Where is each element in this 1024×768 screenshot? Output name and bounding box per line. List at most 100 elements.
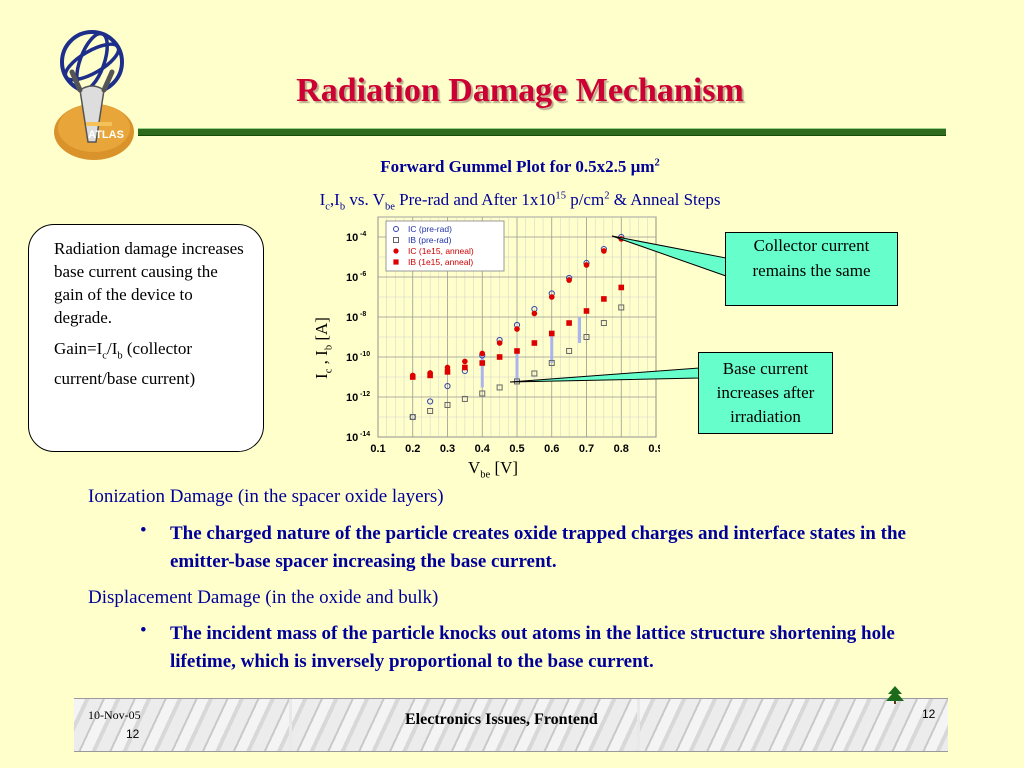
y-tick-label: 10 xyxy=(346,312,358,324)
data-point-ib-anneal xyxy=(479,360,486,366)
data-point-ib-prerad xyxy=(531,370,538,377)
bullet-dot: • xyxy=(140,620,147,641)
base-callout: Base current increases after irradiation xyxy=(698,352,833,434)
data-point-ib-prerad xyxy=(479,390,486,397)
grid xyxy=(377,216,657,438)
y-tick-exponent: -8 xyxy=(360,311,366,318)
subtitle-2-part: ,I xyxy=(329,190,340,209)
data-point-ib-prerad xyxy=(496,384,503,391)
info-box: Radiation damage increases base current … xyxy=(28,224,264,452)
x-tick-label: 0.8 xyxy=(614,443,629,455)
gain-part: /I xyxy=(106,339,118,358)
x-axis-label: Vbe [V] xyxy=(468,458,518,480)
gain-part: Gain=I xyxy=(54,339,103,358)
bullet-ionization: The charged nature of the particle creat… xyxy=(170,523,906,572)
legend-marker xyxy=(393,248,399,254)
data-point-ib-anneal xyxy=(618,284,625,291)
footer-title: Electronics Issues, Frontend xyxy=(405,711,598,728)
subtitle-2-part: vs. V xyxy=(345,190,385,209)
data-point-ib-prerad xyxy=(461,395,468,402)
data-point-ic-anneal xyxy=(496,340,503,346)
data-point-ib-prerad xyxy=(444,401,451,408)
x-tick-label: 0.2 xyxy=(405,443,420,455)
data-point-ib-anneal xyxy=(462,364,468,371)
y-tick-label: 10 xyxy=(346,352,358,364)
data-point-ib-anneal xyxy=(427,372,433,379)
data-point-ib-anneal xyxy=(444,369,451,375)
anneal-arrows xyxy=(480,317,582,388)
legend-label: IC (pre-rad) xyxy=(408,224,452,234)
gain-part: (collector current/base current) xyxy=(54,339,196,389)
data-point-ib-prerad xyxy=(583,334,590,340)
y-tick-exponent: -4 xyxy=(360,231,366,238)
info-paragraph: Radiation damage increases base current … xyxy=(54,239,244,327)
slide-title: Radiation Damage Mechanism xyxy=(296,72,744,109)
data-point-ic-anneal xyxy=(548,294,555,300)
chart-legend: IC (pre-rad)IB (pre-rad)IC (1e15, anneal… xyxy=(385,220,505,272)
gain-paragraph: Gain=Ic/Ib (collector current/base curre… xyxy=(54,337,247,390)
legend-marker xyxy=(393,226,399,232)
footer-segment xyxy=(292,699,637,751)
data-point-ib-anneal xyxy=(409,374,416,380)
legend-marker xyxy=(393,259,399,265)
data-point-ib-anneal xyxy=(566,320,572,326)
data-point-ib-prerad xyxy=(566,347,573,354)
section-ionization: Ionization Damage (in the spacer oxide l… xyxy=(88,486,444,507)
logo-text: ATLAS xyxy=(88,129,124,141)
tree-icon xyxy=(884,685,906,710)
subtitle-1-text: Forward Gummel Plot for 0.5x2.5 µm xyxy=(380,157,655,176)
data-point-ib-anneal xyxy=(583,308,590,314)
data-point-ic-anneal xyxy=(444,364,451,371)
data-point-ib-prerad xyxy=(600,320,607,327)
title-rule xyxy=(138,128,946,136)
subtitle-2-sup: 2 xyxy=(604,190,610,202)
y-tick-label: 10 xyxy=(346,392,358,404)
y-tick-label: 10 xyxy=(346,272,358,284)
atlas-logo: ATLAS xyxy=(50,24,138,169)
subtitle-2-part: Pre-rad and After 1x10 xyxy=(394,190,556,209)
x-tick-label: 0.3 xyxy=(440,443,455,455)
footer-date: 10-Nov-05 xyxy=(88,708,141,722)
data-point-ib-anneal xyxy=(601,296,607,302)
x-tick-label: 0.9 xyxy=(648,443,660,455)
x-tick-label: 0.1 xyxy=(370,443,385,455)
data-point-ib-prerad xyxy=(427,407,434,414)
legend-label: IB (1e15, anneal) xyxy=(408,257,473,267)
subtitle-2-part: I xyxy=(319,190,326,209)
xlabel-main: V xyxy=(468,458,481,477)
data-point-ic-anneal xyxy=(531,310,538,317)
y-tick-exponent: -6 xyxy=(360,271,366,278)
footer-slide-number-left: 12 xyxy=(126,727,140,741)
chart-subtitle-2: Ic,Ib vs. Vbe Pre-rad and After 1x1015 p… xyxy=(150,190,890,212)
data-point-ic-prerad xyxy=(427,398,434,405)
data-point-ic-anneal xyxy=(583,262,590,268)
legend-label: IC (1e15, anneal) xyxy=(408,246,474,256)
x-tick-label: 0.6 xyxy=(544,443,559,455)
subtitle-2-part: & Anneal Steps xyxy=(609,190,721,209)
data-point-ib-prerad xyxy=(409,414,416,420)
x-tick-label: 0.4 xyxy=(475,443,491,455)
bullet-displacement: The incident mass of the particle knocks… xyxy=(170,623,895,672)
data-point-ib-prerad xyxy=(618,304,625,311)
gain-sub: b xyxy=(117,350,123,362)
data-point-ic-anneal xyxy=(514,326,520,332)
subtitle-2-sub: be xyxy=(384,201,395,213)
data-point-ib-anneal xyxy=(514,348,520,354)
y-tick-exponent: -10 xyxy=(360,351,370,358)
xlabel-sub: be xyxy=(480,469,491,481)
subtitle-2-part: p/cm xyxy=(565,190,605,209)
y-tick-label: 10 xyxy=(346,232,358,244)
legend-marker xyxy=(393,237,399,243)
y-tick-label: 10 xyxy=(346,432,358,444)
data-point-ic-anneal xyxy=(462,358,468,365)
data-point-ib-prerad xyxy=(548,360,555,367)
subtitle-2-sub: b xyxy=(339,201,346,213)
footer-segment xyxy=(640,699,948,751)
data-point-ib-anneal xyxy=(548,330,555,337)
data-point-ic-anneal xyxy=(479,350,486,357)
data-point-ic-anneal xyxy=(601,248,607,254)
x-tick-label: 0.5 xyxy=(509,443,524,455)
xlabel-unit: [V] xyxy=(490,458,519,477)
